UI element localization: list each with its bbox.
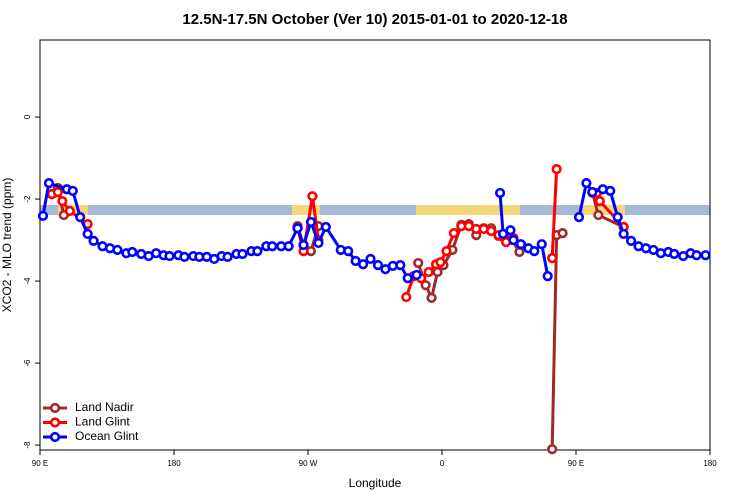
data-point <box>505 225 516 236</box>
data-point <box>618 228 629 240</box>
data-point <box>420 280 431 291</box>
data-point <box>320 221 331 233</box>
data-point <box>67 185 78 196</box>
legend-label: Ocean Glint <box>75 429 139 443</box>
band-highlight <box>292 205 320 215</box>
data-point <box>587 187 598 198</box>
data-point <box>547 253 558 264</box>
data-point <box>557 228 568 239</box>
data-point <box>305 216 317 228</box>
plot-frame <box>39 39 711 451</box>
data-point <box>357 259 369 270</box>
data-point <box>594 196 605 207</box>
data-point <box>127 246 138 258</box>
data-point <box>612 212 623 223</box>
data-point <box>605 185 616 196</box>
y-tick-label: -4 <box>23 277 32 285</box>
data-point <box>75 212 86 223</box>
data-point <box>542 271 553 282</box>
band-highlight <box>416 205 520 215</box>
data-point <box>547 444 558 455</box>
legend-marker <box>49 431 61 443</box>
y-tick-label: -6 <box>23 359 32 367</box>
data-point <box>432 266 443 278</box>
data-point <box>625 235 637 246</box>
data-point <box>669 248 680 260</box>
data-point <box>529 246 540 257</box>
data-point <box>401 291 412 303</box>
data-point <box>448 228 460 239</box>
data-point <box>581 177 592 189</box>
y-tick-label: -2 <box>23 195 32 203</box>
data-point <box>508 234 519 246</box>
data-point <box>57 196 68 207</box>
data-point <box>536 239 547 250</box>
data-point <box>37 210 49 221</box>
data-point <box>222 251 233 262</box>
data-point <box>515 239 527 250</box>
data-point <box>573 212 585 223</box>
data-point <box>593 209 604 221</box>
y-axis-label: XCO2 - MLO trend (ppm) <box>0 178 14 313</box>
y-tick-label: -8 <box>23 441 32 449</box>
data-point <box>365 253 376 265</box>
data-point <box>292 223 303 234</box>
data-point <box>551 164 562 175</box>
data-point <box>52 187 63 198</box>
x-tick-label: 90 E <box>32 459 48 468</box>
x-tick-label: 180 <box>703 459 717 468</box>
data-point <box>426 292 437 303</box>
data-point <box>179 251 190 262</box>
data-point <box>411 269 422 281</box>
band <box>40 205 710 215</box>
data-point <box>88 235 99 246</box>
data-point <box>283 241 294 252</box>
data-point <box>112 244 123 256</box>
data-point <box>514 246 525 258</box>
data-point <box>441 246 452 257</box>
data-point <box>435 257 446 268</box>
y-tick-label: 0 <box>23 114 32 119</box>
data-point <box>252 246 263 257</box>
chart-title: 12.5N-17.5N October (Ver 10) 2015-01-01 … <box>182 11 567 28</box>
data-point <box>298 239 309 251</box>
band-highlight <box>583 205 625 215</box>
data-point <box>423 266 434 278</box>
data-point <box>237 248 248 260</box>
data-point <box>372 259 384 271</box>
data-point <box>267 241 278 252</box>
x-tick-label: 180 <box>167 459 181 468</box>
x-tick-label: 0 <box>440 459 445 468</box>
data-point <box>413 257 424 269</box>
data-point <box>313 237 324 249</box>
data-point <box>395 259 406 271</box>
data-point <box>343 246 354 257</box>
data-point <box>164 250 175 262</box>
data-point <box>307 191 318 202</box>
data-point <box>691 250 702 261</box>
x-tick-label: 90 E <box>568 459 584 468</box>
data-point <box>700 250 711 261</box>
legend-label: Land Nadir <box>75 400 134 414</box>
data-point <box>402 273 413 284</box>
data-point <box>82 228 93 240</box>
data-point <box>64 205 75 217</box>
x-tick-label: 90 W <box>299 459 318 468</box>
legend-label: Land Glint <box>75 415 130 429</box>
legend-marker <box>49 417 61 428</box>
x-axis-label: Longitude <box>349 476 402 490</box>
data-point <box>43 177 55 189</box>
data-point <box>494 187 506 199</box>
data-point <box>486 225 497 237</box>
legend-marker <box>49 402 61 414</box>
data-point <box>497 228 509 240</box>
